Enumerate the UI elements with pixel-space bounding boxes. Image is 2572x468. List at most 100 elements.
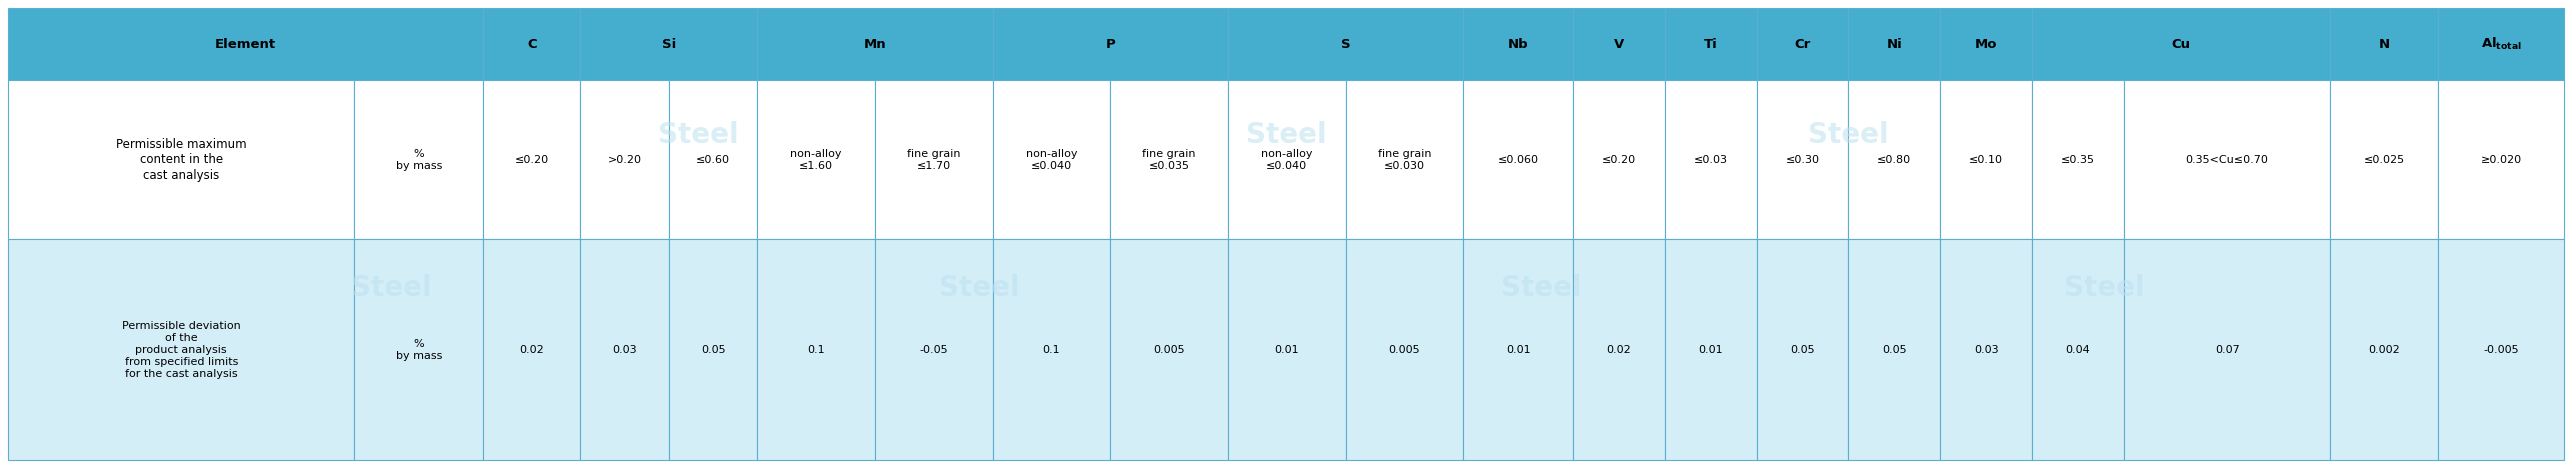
Text: ≤0.03: ≤0.03 — [1692, 154, 1728, 165]
Text: C: C — [527, 37, 538, 51]
Bar — [2032, 80, 2124, 239]
Text: Steel: Steel — [1245, 121, 1327, 148]
Text: Steel: Steel — [2063, 274, 2145, 302]
Text: V: V — [1613, 37, 1623, 51]
Text: 0.1: 0.1 — [808, 344, 826, 355]
Text: 0.005: 0.005 — [1389, 344, 1420, 355]
Bar — [993, 239, 1111, 460]
Text: fine grain
≤0.030: fine grain ≤0.030 — [1379, 149, 1430, 171]
Text: S: S — [1340, 37, 1350, 51]
Text: fine grain
≤0.035: fine grain ≤0.035 — [1142, 149, 1196, 171]
Text: 0.005: 0.005 — [1152, 344, 1186, 355]
Text: 0.01: 0.01 — [1505, 344, 1530, 355]
Text: ≤0.60: ≤0.60 — [697, 154, 730, 165]
Bar — [484, 8, 581, 80]
Text: Nb: Nb — [1507, 37, 1528, 51]
Text: 0.07: 0.07 — [2214, 344, 2240, 355]
Bar — [1345, 239, 1463, 460]
Text: ≤0.025: ≤0.025 — [2364, 154, 2405, 165]
Bar — [1757, 8, 1849, 80]
Bar — [1227, 239, 1345, 460]
Bar — [355, 239, 484, 460]
Text: 0.04: 0.04 — [2065, 344, 2091, 355]
Text: Steel: Steel — [1502, 274, 1582, 302]
Bar — [1574, 239, 1664, 460]
Bar — [2330, 8, 2438, 80]
Text: Steel: Steel — [939, 274, 1019, 302]
Text: 0.05: 0.05 — [700, 344, 725, 355]
Bar — [2124, 239, 2330, 460]
Text: Ti: Ti — [1703, 37, 1718, 51]
Text: ≤0.10: ≤0.10 — [1970, 154, 2004, 165]
Bar — [8, 8, 484, 80]
Text: N: N — [2379, 37, 2389, 51]
Bar — [1849, 80, 1939, 239]
Text: P: P — [1106, 37, 1116, 51]
Text: 0.02: 0.02 — [1608, 344, 1631, 355]
Bar — [669, 239, 756, 460]
Bar — [2330, 80, 2438, 239]
Text: fine grain
≤1.70: fine grain ≤1.70 — [908, 149, 959, 171]
Text: 0.03: 0.03 — [1973, 344, 1998, 355]
Text: %
by mass: % by mass — [396, 338, 442, 360]
Bar — [1345, 80, 1463, 239]
Bar — [8, 80, 355, 239]
Text: ≤0.35: ≤0.35 — [2060, 154, 2096, 165]
Text: 0.01: 0.01 — [1698, 344, 1723, 355]
Text: Steel: Steel — [1808, 121, 1888, 148]
Bar — [669, 80, 756, 239]
Bar — [581, 8, 756, 80]
Bar — [1463, 239, 1574, 460]
Text: 0.03: 0.03 — [612, 344, 638, 355]
Bar — [484, 239, 581, 460]
Text: Steel: Steel — [352, 274, 432, 302]
Text: %
by mass: % by mass — [396, 149, 442, 171]
Text: Steel: Steel — [658, 121, 738, 148]
Bar — [1664, 239, 1757, 460]
Text: -0.05: -0.05 — [921, 344, 949, 355]
Bar — [2438, 239, 2564, 460]
Bar — [756, 239, 874, 460]
Text: Ni: Ni — [1885, 37, 1903, 51]
Text: non-alloy
≤0.040: non-alloy ≤0.040 — [1026, 149, 1078, 171]
Bar — [1664, 80, 1757, 239]
Text: ≤0.20: ≤0.20 — [1602, 154, 1636, 165]
Text: 0.002: 0.002 — [2369, 344, 2400, 355]
Text: 0.35<Cu≤0.70: 0.35<Cu≤0.70 — [2186, 154, 2269, 165]
Bar — [1757, 239, 1849, 460]
Text: Mo: Mo — [1975, 37, 1998, 51]
Bar — [1227, 80, 1345, 239]
Text: ≥0.020: ≥0.020 — [2479, 154, 2521, 165]
Bar — [874, 80, 993, 239]
Bar — [355, 80, 484, 239]
Bar — [1939, 239, 2032, 460]
Text: Cr: Cr — [1795, 37, 1811, 51]
Bar — [1757, 80, 1849, 239]
Text: Si: Si — [661, 37, 676, 51]
Text: ≤0.30: ≤0.30 — [1785, 154, 1818, 165]
Bar — [1463, 80, 1574, 239]
Text: 0.05: 0.05 — [1790, 344, 1816, 355]
Text: 0.05: 0.05 — [1883, 344, 1906, 355]
Text: Mn: Mn — [864, 37, 887, 51]
Text: Al$_\mathregular{total}$: Al$_\mathregular{total}$ — [2482, 36, 2521, 52]
Bar — [581, 80, 669, 239]
Text: Permissible deviation
of the
product analysis
from specified limits
for the cast: Permissible deviation of the product ana… — [121, 321, 242, 379]
Bar — [1463, 8, 1574, 80]
Bar — [1227, 8, 1463, 80]
Bar — [1849, 239, 1939, 460]
Bar — [2032, 8, 2330, 80]
Bar — [1939, 80, 2032, 239]
Bar — [1939, 8, 2032, 80]
Text: non-alloy
≤0.040: non-alloy ≤0.040 — [1260, 149, 1312, 171]
Bar — [2124, 80, 2330, 239]
Text: ≤0.80: ≤0.80 — [1878, 154, 1911, 165]
Bar — [2330, 239, 2438, 460]
Bar — [756, 80, 874, 239]
Bar — [2438, 8, 2564, 80]
Text: non-alloy
≤1.60: non-alloy ≤1.60 — [790, 149, 841, 171]
Bar — [1111, 80, 1227, 239]
Bar — [1574, 8, 1664, 80]
Text: Cu: Cu — [2171, 37, 2191, 51]
Bar — [2032, 239, 2124, 460]
